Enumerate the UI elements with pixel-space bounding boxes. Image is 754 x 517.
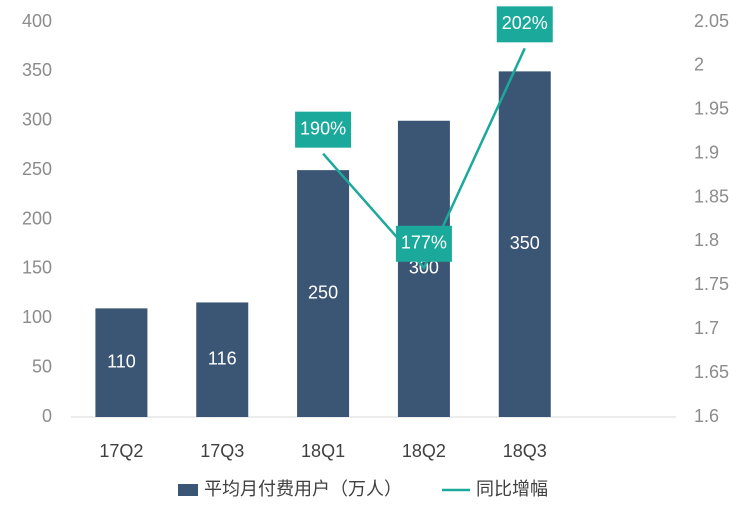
bar-value-label: 116 xyxy=(208,348,237,368)
bar-value-label: 110 xyxy=(107,351,136,371)
y2-tick-label: 1.6 xyxy=(694,406,719,426)
y-tick-label: 100 xyxy=(22,307,52,327)
x-tick-label: 17Q3 xyxy=(200,441,244,461)
x-tick-label: 18Q1 xyxy=(301,441,345,461)
x-tick-label: 18Q3 xyxy=(503,441,547,461)
y-tick-label: 200 xyxy=(22,208,52,228)
legend-label: 平均月付费用户（万人） xyxy=(204,479,402,499)
y-tick-label: 150 xyxy=(22,258,52,278)
y-tick-label: 300 xyxy=(22,110,52,130)
y-tick-label: 400 xyxy=(22,11,52,31)
y-tick-label: 250 xyxy=(22,159,52,179)
legend-label: 同比增幅 xyxy=(476,479,548,499)
line xyxy=(322,47,526,271)
y2-tick-label: 2.05 xyxy=(694,11,729,31)
legend-swatch xyxy=(178,484,198,496)
value-label-box xyxy=(295,111,352,148)
line-value-label: 202% xyxy=(502,13,548,33)
y2-tick-label: 1.65 xyxy=(694,362,729,382)
x-tick-label: 17Q2 xyxy=(99,441,143,461)
y2-tick-label: 2 xyxy=(694,55,704,75)
bar xyxy=(95,308,148,417)
bar xyxy=(196,302,249,417)
y2-tick-label: 1.85 xyxy=(694,186,729,206)
y-tick-label: 350 xyxy=(22,60,52,80)
bar-value-label: 250 xyxy=(308,282,338,302)
bar xyxy=(297,170,350,417)
y2-tick-label: 1.8 xyxy=(694,230,719,250)
y-tick-label: 50 xyxy=(32,356,52,376)
x-tick-label: 18Q2 xyxy=(402,441,446,461)
y2-tick-label: 1.9 xyxy=(694,142,719,162)
y2-tick-label: 1.95 xyxy=(694,99,729,119)
y2-tick-label: 1.75 xyxy=(694,274,729,294)
bar xyxy=(498,71,551,417)
line-value-label: 190% xyxy=(300,118,346,138)
value-label-box xyxy=(395,225,452,262)
line-value-label: 177% xyxy=(401,233,447,253)
y2-tick-label: 1.7 xyxy=(694,318,719,338)
bar-value-label: 350 xyxy=(510,233,540,253)
y-tick-label: 0 xyxy=(42,406,52,426)
value-label-box xyxy=(496,6,553,43)
